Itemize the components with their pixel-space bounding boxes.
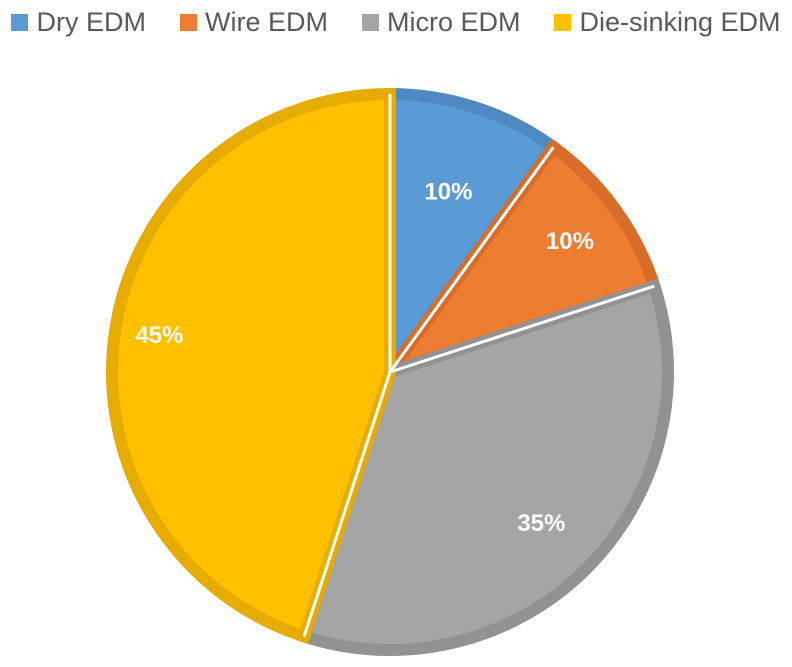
- legend-swatch-dry-edm: [11, 13, 29, 31]
- legend-label-micro-edm: Micro EDM: [386, 6, 521, 37]
- pie-slice-die-sinking-edm: [106, 87, 396, 644]
- legend-label-dry-edm: Dry EDM: [36, 6, 146, 37]
- legend-swatch-micro-edm: [361, 13, 379, 31]
- legend-item-dry-edm: Dry EDM: [11, 7, 146, 38]
- pie-slice-separator: [302, 371, 392, 637]
- pie-slice-dry-edm: [384, 87, 562, 391]
- legend-label-die-sinking-edm: Die-sinking EDM: [579, 6, 781, 37]
- pie-slice-wire-edm: [374, 138, 662, 384]
- data-label-wire-edm: 10%: [546, 228, 594, 255]
- data-label-dry-edm: 10%: [424, 179, 472, 206]
- data-label-die-sinking-edm: 45%: [135, 322, 183, 349]
- pie-slice-micro-edm: [296, 278, 674, 656]
- legend-item-micro-edm: Micro EDM: [361, 6, 521, 38]
- legend-swatch-wire-edm: [179, 13, 197, 31]
- pie-data-labels: 10% 10% 35% 45%: [135, 179, 594, 537]
- pie-slices: [106, 87, 674, 656]
- pie-slice-separator: [388, 146, 555, 373]
- data-label-micro-edm: 35%: [517, 510, 565, 537]
- legend-label-wire-edm: Wire EDM: [204, 6, 328, 37]
- legend-item-die-sinking-edm: Die-sinking EDM: [554, 6, 781, 38]
- legend-item-wire-edm: Wire EDM: [179, 6, 328, 38]
- legend-swatch-die-sinking-edm: [554, 13, 572, 31]
- pie-slice-separator: [389, 284, 655, 374]
- chart-legend: Dry EDM Wire EDM Micro EDM Die-sinking E…: [0, 2, 792, 42]
